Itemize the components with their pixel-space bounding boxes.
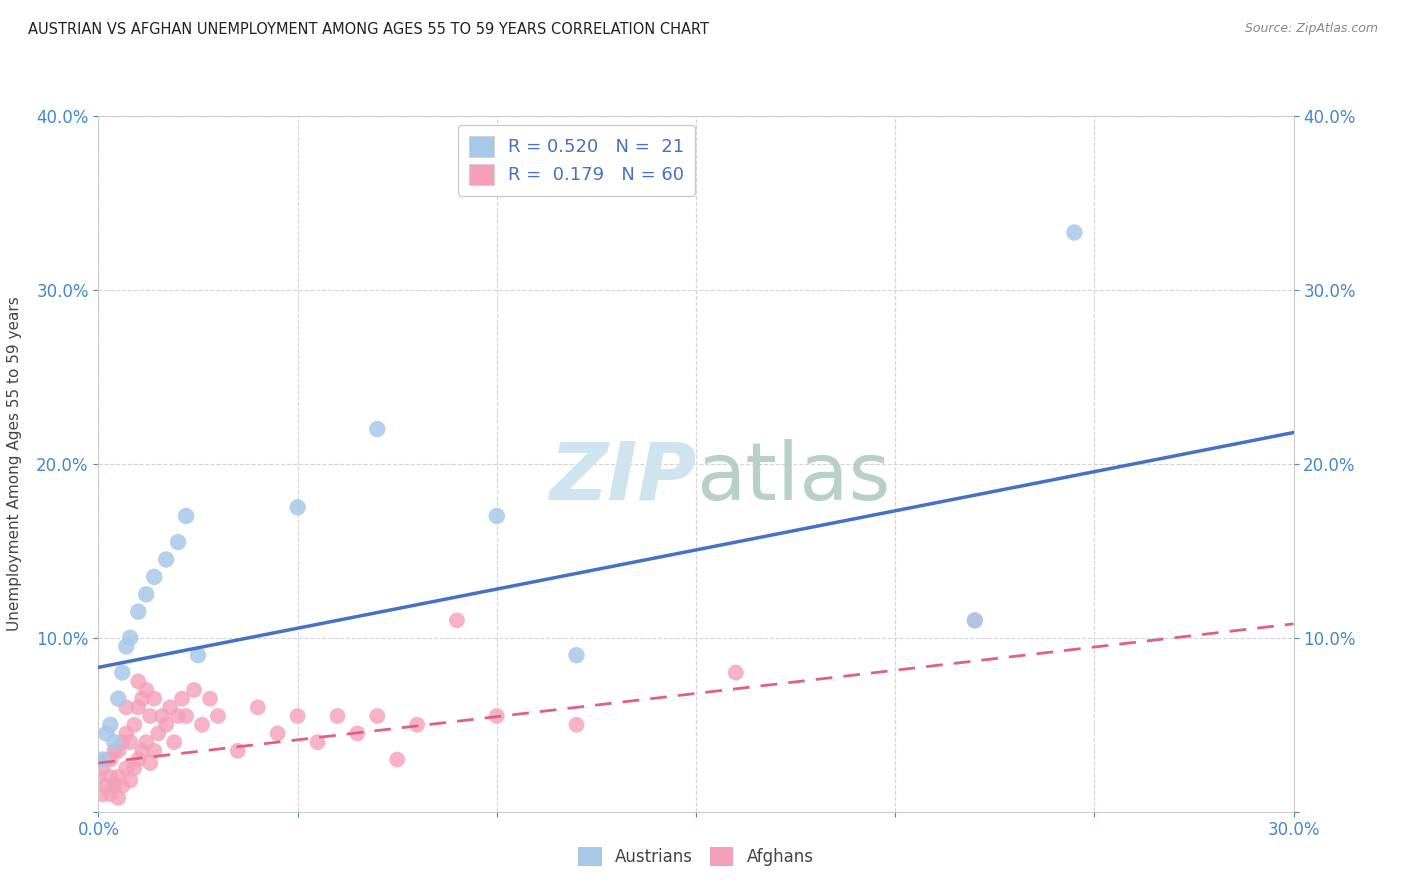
Point [124, 761, 146, 775]
Point [1063, 226, 1085, 240]
Point [96, 726, 118, 740]
Point [307, 735, 329, 749]
Point [115, 700, 138, 714]
Point [143, 570, 166, 584]
Point [107, 790, 129, 805]
Point [131, 744, 153, 758]
Point [963, 614, 986, 628]
Point [111, 735, 134, 749]
Point [135, 735, 157, 749]
Point [485, 709, 508, 723]
Text: Source: ZipAtlas.com: Source: ZipAtlas.com [1244, 22, 1378, 36]
Point [139, 709, 162, 723]
Point [111, 779, 134, 793]
Text: ZIP: ZIP [548, 439, 696, 516]
Point [155, 552, 177, 566]
Point [139, 756, 162, 770]
Point [96, 753, 118, 767]
Point [326, 709, 349, 723]
Point [191, 717, 214, 731]
Point [127, 674, 149, 689]
Point [267, 726, 290, 740]
Point [143, 691, 166, 706]
Point [174, 508, 197, 523]
Point [124, 717, 146, 731]
Point [159, 700, 181, 714]
Point [150, 709, 173, 723]
Point [172, 691, 194, 706]
Point [100, 717, 122, 731]
Point [143, 744, 166, 758]
Point [385, 753, 409, 767]
Point [226, 744, 249, 758]
Point [127, 700, 149, 714]
Point [127, 753, 149, 767]
Point [103, 779, 125, 793]
Text: AUSTRIAN VS AFGHAN UNEMPLOYMENT AMONG AGES 55 TO 59 YEARS CORRELATION CHART: AUSTRIAN VS AFGHAN UNEMPLOYMENT AMONG AG… [28, 22, 709, 37]
Point [107, 770, 129, 784]
Point [100, 753, 122, 767]
Point [120, 735, 142, 749]
Point [120, 631, 142, 645]
Point [115, 640, 138, 654]
Point [115, 726, 138, 740]
Point [135, 683, 157, 698]
Point [174, 709, 197, 723]
Point [100, 788, 122, 801]
Point [111, 665, 134, 680]
Point [183, 683, 205, 698]
Point [100, 770, 122, 784]
Point [287, 500, 309, 515]
Point [167, 709, 190, 723]
Point [127, 605, 149, 619]
Point [167, 535, 190, 549]
Point [120, 773, 142, 788]
Point [107, 744, 129, 758]
Point [131, 691, 153, 706]
Point [366, 422, 388, 436]
Text: atlas: atlas [696, 439, 890, 516]
Point [287, 709, 309, 723]
Point [96, 779, 118, 793]
Point [963, 614, 986, 628]
Point [163, 735, 186, 749]
Point [565, 717, 588, 731]
Point [91, 761, 114, 775]
Point [198, 691, 221, 706]
Y-axis label: Unemployment Among Ages 55 to 59 years: Unemployment Among Ages 55 to 59 years [7, 296, 22, 632]
Point [107, 691, 129, 706]
Point [155, 717, 177, 731]
Point [103, 735, 125, 749]
Point [366, 709, 388, 723]
Point [148, 726, 170, 740]
Point [135, 587, 157, 601]
Point [187, 648, 209, 662]
Point [115, 761, 138, 775]
Point [246, 700, 269, 714]
Legend: Austrians, Afghans: Austrians, Afghans [572, 840, 820, 873]
Point [103, 744, 125, 758]
Point [91, 788, 114, 801]
Point [485, 508, 508, 523]
Point [406, 717, 429, 731]
Point [724, 665, 747, 680]
Point [346, 726, 368, 740]
Point [446, 614, 468, 628]
Point [87, 770, 110, 784]
Point [207, 709, 229, 723]
Point [91, 753, 114, 767]
Point [565, 648, 588, 662]
